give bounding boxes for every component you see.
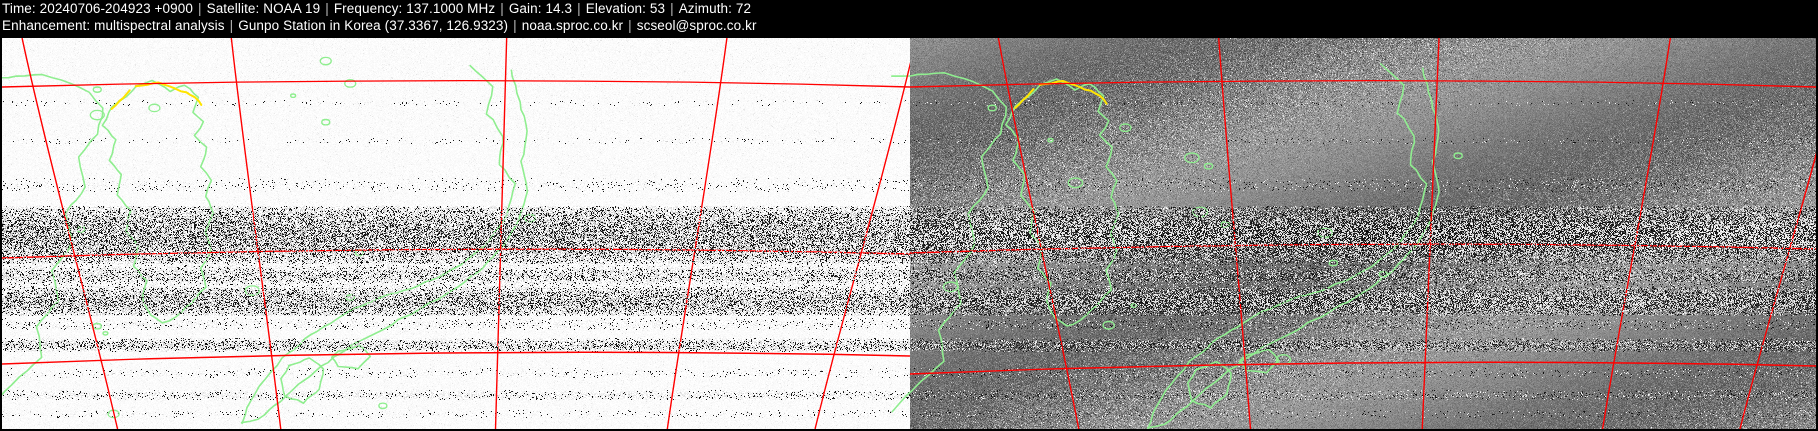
satellite-image-canvas[interactable] <box>2 38 1816 429</box>
header-field: Gain: 14.3 <box>508 1 573 16</box>
header-separator: | <box>500 1 504 16</box>
header-field: Frequency: 137.1000 MHz <box>333 1 496 16</box>
header-separator: | <box>577 1 581 16</box>
satellite-image-frame <box>0 34 1818 431</box>
header-separator: | <box>670 1 674 16</box>
header-field: Elevation: 53 <box>585 1 666 16</box>
header-field: Time: 20240706-204923 +0900 <box>2 1 193 16</box>
header-field: scseol@sproc.co.kr <box>636 18 757 33</box>
header-separator: | <box>513 18 517 33</box>
header-field: Gunpo Station in Korea (37.3367, 126.932… <box>238 18 509 33</box>
satellite-image-canvas-wrap[interactable] <box>2 38 1816 429</box>
header-line-1: Time: 20240706-204923 +0900 | Satellite: N… <box>2 0 1818 17</box>
header-separator: | <box>325 1 329 16</box>
header-separator: | <box>229 18 234 33</box>
header-field: Satellite: NOAA 19 <box>206 1 321 16</box>
telemetry-header: Time: 20240706-204923 +0900 | Satellite: N… <box>0 0 1818 34</box>
header-separator: | <box>197 1 202 16</box>
header-field: noaa.sproc.co.kr <box>521 18 624 33</box>
header-separator: | <box>628 18 632 33</box>
header-line-2: Enhancement: multispectral analysis | Gunp… <box>2 17 1818 34</box>
header-field: Azimuth: 72 <box>678 1 752 16</box>
header-field: Enhancement: multispectral analysis <box>2 18 225 33</box>
